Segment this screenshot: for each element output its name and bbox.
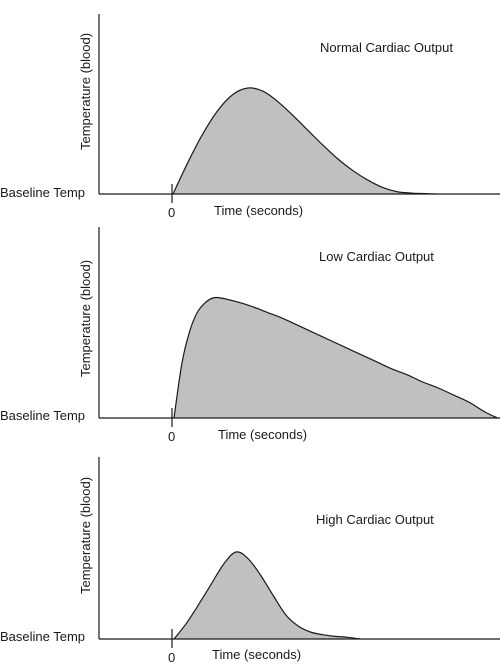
chart-panel-low: Low Cardiac Output Temperature (blood) B… <box>0 222 500 444</box>
chart-title: High Cardiac Output <box>316 512 434 527</box>
area-fill <box>174 297 498 418</box>
chart-high <box>98 457 500 648</box>
area-fill <box>173 87 437 194</box>
chart-low <box>98 227 500 427</box>
x-axis-label: Time (seconds) <box>214 203 304 218</box>
temperature-curve <box>173 551 361 640</box>
y-axis-label: Temperature (blood) <box>78 259 93 377</box>
baseline-label: Baseline Temp <box>0 629 86 644</box>
x-tick-label-zero: 0 <box>168 650 176 665</box>
x-tick-label-zero: 0 <box>168 429 176 444</box>
baseline-label: Baseline Temp <box>0 185 86 200</box>
chart-normal <box>98 14 500 203</box>
chart-panel-high: High Cardiac Output Temperature (blood) … <box>0 444 500 666</box>
chart-title: Normal Cardiac Output <box>320 40 453 55</box>
chart-panel-normal: Normal Cardiac Output Temperature (blood… <box>0 0 500 222</box>
y-axis-label: Temperature (blood) <box>78 476 93 594</box>
x-axis-label: Time (seconds) <box>218 427 308 442</box>
baseline-label: Baseline Temp <box>0 408 86 423</box>
temperature-curve <box>172 87 438 195</box>
x-tick-label-zero: 0 <box>168 205 176 220</box>
chart-title: Low Cardiac Output <box>319 249 434 264</box>
x-axis-label: Time (seconds) <box>212 647 302 662</box>
y-axis-label: Temperature (blood) <box>78 32 93 150</box>
temperature-curve <box>173 296 498 419</box>
area-fill <box>174 551 360 639</box>
